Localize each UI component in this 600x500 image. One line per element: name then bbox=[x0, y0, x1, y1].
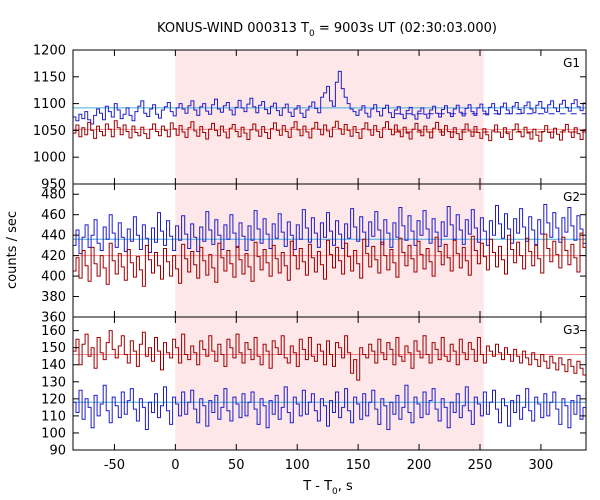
y-tick-label: 110 bbox=[41, 409, 66, 424]
series-red-step bbox=[73, 330, 586, 381]
panel-label: G2 bbox=[563, 190, 580, 204]
y-tick-label: 360 bbox=[41, 311, 66, 326]
panel-g2: 360 380 400 420 440 460 480 G2 bbox=[41, 183, 587, 326]
highlight-interval bbox=[175, 317, 484, 450]
y-tick-label: 90 bbox=[49, 444, 66, 459]
y-tick-label: 1050 bbox=[33, 124, 66, 139]
x-tick-label: 100 bbox=[285, 458, 310, 473]
series-group bbox=[73, 204, 586, 287]
series-red-step bbox=[73, 120, 586, 142]
panel-g3: 90 100 110 120 130 140 150 160 G3 bbox=[41, 316, 587, 459]
x-tick-label: 200 bbox=[407, 458, 432, 473]
y-tick-label: 1000 bbox=[33, 151, 66, 166]
panel-label: G3 bbox=[563, 323, 580, 337]
panel-g1: 950 1000 1050 1100 1150 1200 G1 bbox=[33, 44, 587, 193]
x-tick-label: 0 bbox=[171, 458, 179, 473]
y-tick-label: 140 bbox=[41, 358, 66, 373]
y-tick-label: 1100 bbox=[33, 97, 66, 112]
y-tick-label: 100 bbox=[41, 426, 66, 441]
y-tick-label: 1200 bbox=[33, 44, 66, 59]
y-tick-label: 120 bbox=[41, 392, 66, 407]
y-tick-label: 950 bbox=[41, 178, 66, 193]
chart-title: KONUS-WIND 000313 T0 = 9003s UT (02:30:0… bbox=[157, 21, 497, 39]
y-tick-label: 400 bbox=[41, 270, 66, 285]
x-axis-title: T - T0, s bbox=[302, 479, 353, 497]
y-tick-label: 160 bbox=[41, 324, 66, 339]
y-tick-label: 130 bbox=[41, 375, 66, 390]
y-tick-label: 380 bbox=[41, 290, 66, 305]
y-tick-label: 440 bbox=[41, 229, 66, 244]
series-blue-step bbox=[73, 204, 586, 255]
highlight-interval bbox=[175, 50, 484, 184]
series-red-step bbox=[73, 232, 586, 287]
series-group bbox=[73, 70, 586, 142]
series-group bbox=[73, 330, 586, 430]
panel-label: G1 bbox=[563, 56, 580, 70]
x-tick-label: 300 bbox=[529, 458, 554, 473]
series-blue-step bbox=[73, 384, 586, 430]
y-tick-label: 1150 bbox=[33, 70, 66, 85]
x-tick-label: 50 bbox=[228, 458, 245, 473]
series-blue-step bbox=[73, 70, 586, 125]
y-tick-label: 480 bbox=[41, 188, 66, 203]
x-tick-label: -50 bbox=[104, 458, 125, 473]
panels: 95010001050110011501200G1360380400420440… bbox=[33, 44, 587, 473]
y-tick-label: 420 bbox=[41, 249, 66, 264]
x-tick-label: 150 bbox=[346, 458, 371, 473]
x-tick-label: 250 bbox=[468, 458, 493, 473]
y-axis-title: counts / sec bbox=[5, 211, 20, 289]
panel-frame bbox=[72, 316, 587, 451]
y-tick-label: 460 bbox=[41, 208, 66, 223]
y-tick-label: 150 bbox=[41, 341, 66, 356]
